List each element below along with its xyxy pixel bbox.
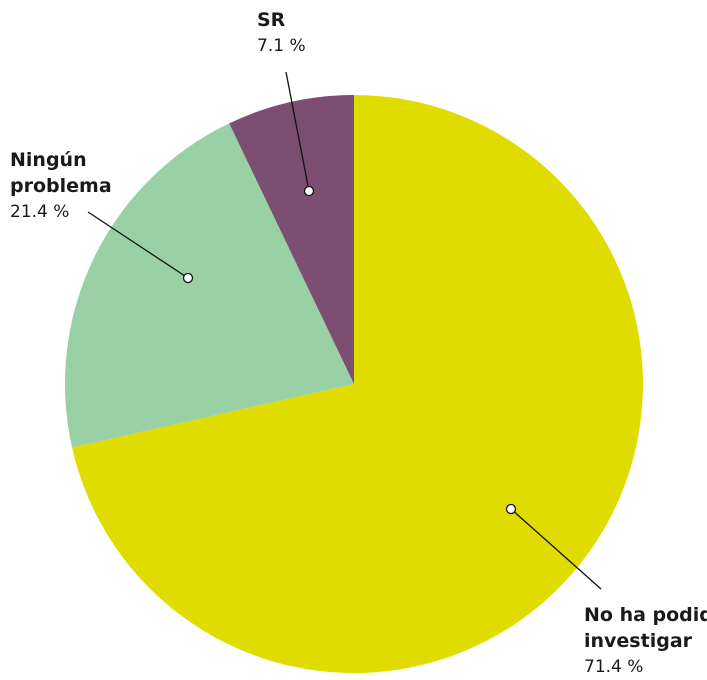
leader-dot-ningun-problema [182,272,194,284]
label-sr: SR 7.1 % [257,7,306,59]
leader-line-no-ha-podido-investigar [510,508,602,590]
label-no-ha-podido-investigar: No ha podido investigar 71.4 % [584,602,707,680]
slice-name-line-1: SR [257,9,286,31]
pie-slice-no-ha-podido-investigar [72,95,643,673]
leader-dot-no-ha-podido-investigar [505,503,517,515]
leader-line-sr [285,71,310,192]
leader-line-ningun-problema [87,211,189,279]
pie-slice-sr [229,95,354,384]
slice-name-line-2: problema [10,175,112,197]
slice-percent: 7.1 % [257,36,306,56]
slice-percent: 71.4 % [584,657,644,677]
slice-name-line-2: investigar [584,630,693,652]
slice-name-line-1: No ha podido [584,604,707,626]
label-ningun-problema: Ningún problema 21.4 % [10,147,112,225]
slice-percent: 21.4 % [10,202,70,222]
slice-name-line-1: Ningún [10,149,87,171]
pie-slice-ningun-problema [64,123,355,448]
leader-dot-sr [303,185,315,197]
